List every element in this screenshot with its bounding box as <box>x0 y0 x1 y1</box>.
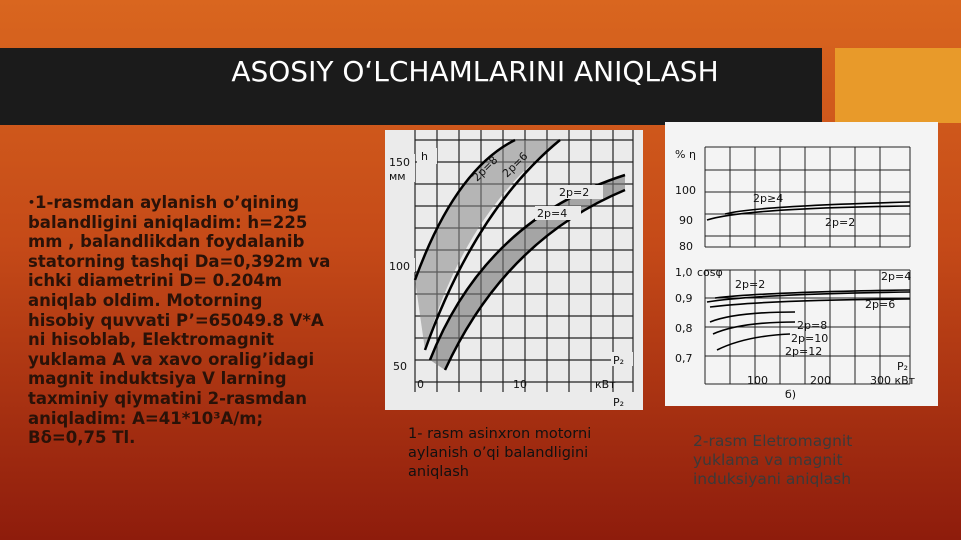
body-line-text: taxminiy qiymatini 2-rasmdan <box>28 388 307 408</box>
figure-label: % <box>675 148 685 161</box>
bullet: • <box>28 196 36 209</box>
title-band <box>0 48 822 125</box>
slide-title: ASOSIY O‘LCHAMLARINI ANIQLASH <box>231 55 719 88</box>
body-line: Bδ=0,75 Tl. <box>28 428 373 448</box>
figure-label: 2p=6 <box>865 298 895 311</box>
figure-label: η <box>689 148 696 161</box>
figure-label: 2p=2 <box>825 216 855 229</box>
body-line-text: hisobiy quvvati P’=65049.8 V*A <box>28 310 324 330</box>
figure-2-caption: 2-rasm Eletromagnit yuklama va magnit indu… <box>693 432 852 489</box>
body-line-text: ichki diametrini D= 0.204m <box>28 271 283 291</box>
caption-line: yuklama va magnit <box>693 451 843 469</box>
figure-label: 0,8 <box>675 322 693 335</box>
body-line: hisobiy quvvati P’=65049.8 V*A <box>28 311 373 331</box>
body-line: aniqladim: A=41*10³A/m; <box>28 409 373 429</box>
figure-label: 200 <box>810 374 831 387</box>
figure-label: h <box>421 150 428 163</box>
body-line-text: mm , balandlikdan foydalanib <box>28 232 305 252</box>
figure-label: P₂ <box>613 354 624 367</box>
figure-label: 2p=8 <box>797 319 827 332</box>
body-line: •1-rasmdan aylanish o’qining <box>28 193 373 213</box>
body-line: taxminiy qiymatini 2-rasmdan <box>28 389 373 409</box>
figure-label: 2p=4 <box>537 207 567 220</box>
figure-label: кВт <box>595 378 616 391</box>
figure-label: 1,0 <box>675 266 693 279</box>
figure-label: 90 <box>679 214 693 227</box>
body-line: magnit induktsiya V larning <box>28 369 373 389</box>
figure-2: % η 100 90 80 2p≥4 2p=2 1,0 cosφ 0,9 0,8… <box>665 122 938 406</box>
figure-label: 100 <box>389 260 410 273</box>
body-line-text: yuklama A va xavo oralig’idagi <box>28 349 315 369</box>
caption-line: 2-rasm Eletromagnit <box>693 432 853 450</box>
body-line-text: ni hisoblab, Elektromagnit <box>28 330 275 350</box>
figure-label: б) <box>785 388 796 401</box>
body-line-text: Bδ=0,75 Tl. <box>28 428 136 448</box>
body-line: aniqlab oldim. Motorning <box>28 291 373 311</box>
figure-label: 2p=2 <box>735 278 765 291</box>
figure-label: 300 кВт <box>870 374 916 387</box>
caption-line: 1- rasm asinxron motorni <box>408 426 592 442</box>
caption-line: aniqlash <box>408 464 469 480</box>
figure-label: 50 <box>393 360 407 373</box>
figure-label: 100 <box>675 184 696 197</box>
caption-line: induksiyani aniqlash <box>693 470 852 488</box>
body-line: ni hisoblab, Elektromagnit <box>28 330 373 350</box>
body-line: yuklama A va xavo oralig’idagi <box>28 350 373 370</box>
figure-label: 10 <box>513 378 527 391</box>
body-line: balandligini aniqladim: h=225 <box>28 213 373 233</box>
figure-label: 2p=2 <box>559 186 589 199</box>
body-line: statorning tashqi Da=0,392m va <box>28 252 373 272</box>
figure-label: P₂ <box>613 396 624 409</box>
figure-label: 2p=4 <box>881 270 911 283</box>
figure-1: h 150 мм 100 50 0 10 кВт P₂ P₂ 2p=8 2p=6… <box>385 130 643 410</box>
figure-label: 150 <box>389 156 410 169</box>
figure-label: 0,9 <box>675 292 693 305</box>
figure-label: cosφ <box>697 266 723 279</box>
figure-label: 80 <box>679 240 693 253</box>
figure-label: 2p=12 <box>785 345 822 358</box>
body-line-text: aniqlab oldim. Motorning <box>28 290 263 310</box>
body-line: ichki diametrini D= 0.204m <box>28 271 373 291</box>
body-text: •1-rasmdan aylanish o’qining balandligini… <box>28 193 373 448</box>
figure-1-caption: 1- rasm asinxron motorni aylanish o’qi ba… <box>408 425 591 482</box>
figure-label: мм <box>389 170 406 183</box>
figure-label: 2p≥4 <box>753 192 783 205</box>
figure-label: 0 <box>417 378 424 391</box>
body-line: mm , balandlikdan foydalanib <box>28 232 373 252</box>
accent-square <box>835 48 961 123</box>
body-line-text: balandligini aniqladim: h=225 <box>28 212 308 232</box>
figure-label: 100 <box>747 374 768 387</box>
body-line-text: aniqladim: A=41*10³A/m; <box>28 408 264 428</box>
figure-label: 0,7 <box>675 352 693 365</box>
body-line-text: 1-rasmdan aylanish o’qining <box>35 193 299 212</box>
body-line-text: statorning tashqi Da=0,392m va <box>28 251 331 271</box>
figure-label: P₂ <box>897 360 908 373</box>
caption-line: aylanish o’qi balandligini <box>408 445 589 461</box>
body-line-text: magnit induktsiya V larning <box>28 369 287 389</box>
figure-label: 2p=10 <box>791 332 828 345</box>
